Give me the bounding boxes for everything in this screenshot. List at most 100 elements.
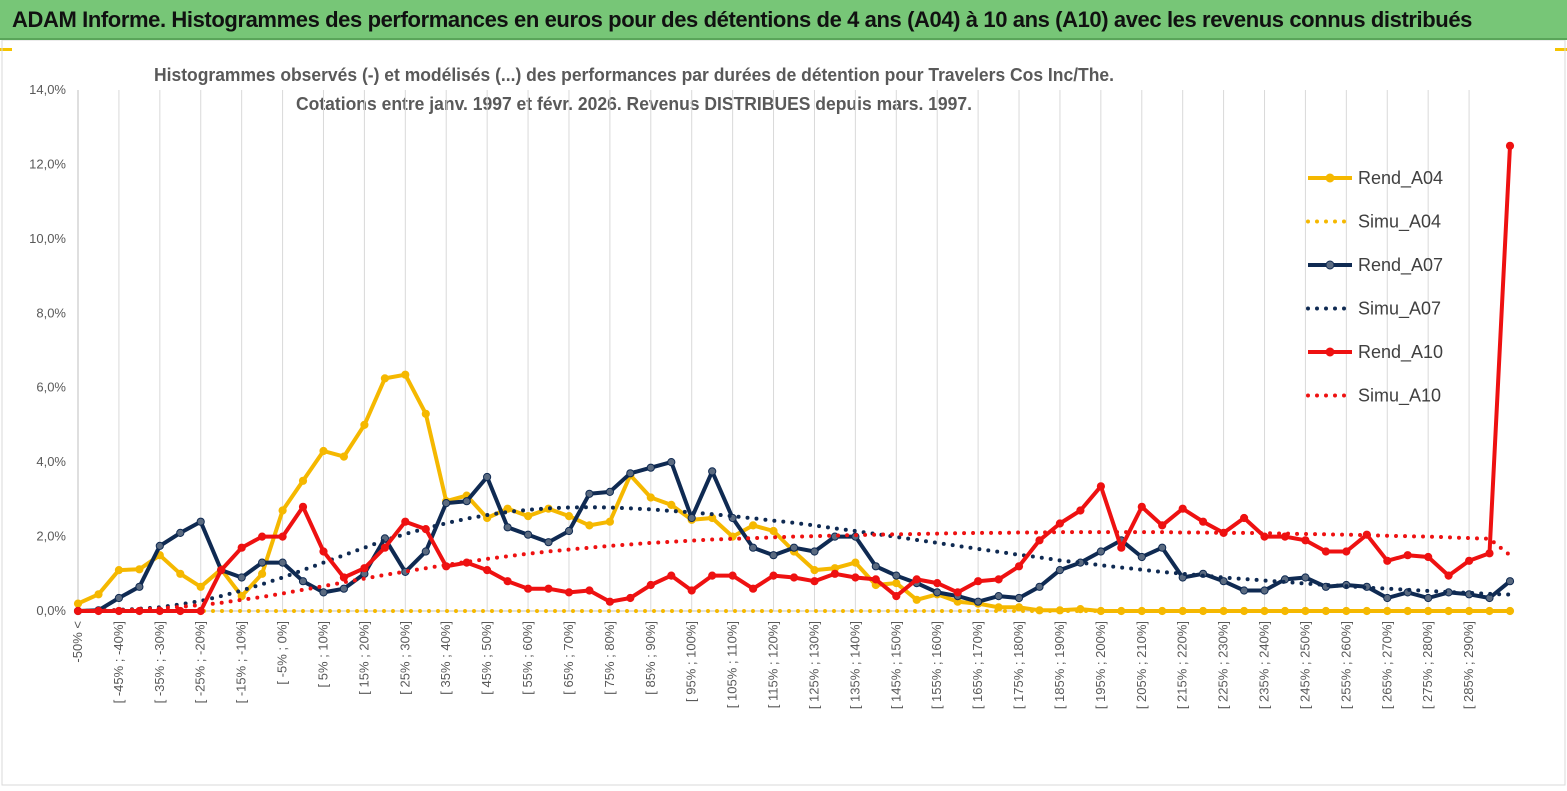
x-tick-label: [ 55% ; 60%] xyxy=(520,621,535,695)
x-tick-label: [ -5% ; 0%] xyxy=(275,621,290,685)
data-point xyxy=(1035,582,1044,591)
data-point xyxy=(851,558,860,567)
data-point xyxy=(1240,513,1249,523)
data-point xyxy=(994,603,1003,612)
data-point xyxy=(933,588,942,597)
data-point xyxy=(810,566,819,575)
x-tick-label: [ 65% ; 70%] xyxy=(561,621,576,695)
data-point xyxy=(401,370,410,379)
data-point xyxy=(1505,577,1515,586)
data-point xyxy=(1055,519,1065,528)
data-point xyxy=(1260,532,1269,541)
data-point xyxy=(135,582,144,591)
data-point xyxy=(605,597,615,606)
data-point xyxy=(503,523,512,532)
data-point xyxy=(564,588,574,597)
data-point xyxy=(1117,543,1126,552)
line-chart: Histogrammes observés (-) et modélisés (… xyxy=(1,40,1566,786)
data-point xyxy=(687,586,696,595)
legend-item-simu-a07: Simu_A07 xyxy=(1306,299,1441,320)
data-point xyxy=(585,489,594,498)
data-point xyxy=(258,532,267,541)
data-point xyxy=(810,577,819,586)
y-tick-label: 4,0% xyxy=(36,454,66,469)
data-point xyxy=(1485,549,1494,558)
data-point xyxy=(626,469,635,478)
data-point xyxy=(1014,593,1024,603)
chart-area-border xyxy=(1,40,1566,786)
y-tick-label: 6,0% xyxy=(36,380,66,395)
data-point xyxy=(524,530,533,539)
data-point xyxy=(278,532,287,541)
data-point xyxy=(1137,502,1146,511)
y-axis: 0,0% 2,0% 4,0% 6,0% 8,0% 10,0% 12,0% 14,0% xyxy=(29,82,66,618)
x-tick-label: [ -35% ; -30%] xyxy=(152,621,167,703)
legend-marker xyxy=(1325,347,1335,357)
data-point xyxy=(605,517,615,526)
x-tick-label: [ 115% ; 120%] xyxy=(766,621,781,708)
x-tick-label: [ 45% ; 50%] xyxy=(479,621,494,695)
legend-label: Simu_A10 xyxy=(1358,386,1441,407)
data-point xyxy=(1301,536,1310,545)
x-tick-label: [ 225% ; 230%] xyxy=(1216,621,1231,709)
legend-item-simu-a04: Simu_A04 xyxy=(1306,212,1441,233)
grid xyxy=(77,90,1514,612)
data-point xyxy=(73,599,83,608)
chart-title-line-2: Cotations entre janv. 1997 et févr. 2026… xyxy=(296,94,972,114)
y-tick-label: 2,0% xyxy=(36,529,66,544)
x-tick-label: [ -45% ; -40%] xyxy=(111,621,126,703)
series-line-simu-a07 xyxy=(76,505,1512,613)
data-point xyxy=(564,526,574,536)
data-point xyxy=(462,497,471,506)
data-point xyxy=(1342,547,1351,556)
data-point xyxy=(1219,577,1228,586)
data-point xyxy=(1383,593,1392,603)
data-point xyxy=(155,541,164,550)
y-tick-label: 10,0% xyxy=(29,231,66,246)
data-point xyxy=(278,506,287,515)
data-point xyxy=(1178,504,1187,513)
legend-label: Simu_A07 xyxy=(1358,299,1441,320)
x-tick-label: [ 285% ; 290%] xyxy=(1461,621,1476,709)
data-point xyxy=(585,586,594,595)
data-point xyxy=(114,566,124,575)
data-point xyxy=(1158,521,1167,530)
data-point xyxy=(892,579,901,588)
x-tick-label: [ -25% ; -20%] xyxy=(193,621,208,703)
data-point xyxy=(1035,536,1044,545)
data-point xyxy=(176,606,185,616)
data-point xyxy=(339,584,348,593)
data-point xyxy=(667,571,676,580)
data-point xyxy=(237,543,246,552)
x-tick-label: [ 145% ; 150%] xyxy=(888,621,903,709)
y-tick-label: 14,0% xyxy=(29,82,66,97)
legend-marker xyxy=(1325,173,1335,183)
x-tick-label: [ 35% ; 40%] xyxy=(438,621,453,695)
data-point xyxy=(769,551,778,560)
data-point xyxy=(401,517,410,526)
data-point xyxy=(258,558,267,567)
data-point xyxy=(278,558,287,567)
data-point xyxy=(319,547,328,556)
data-point xyxy=(421,547,430,556)
data-point xyxy=(1260,586,1269,595)
series-simu-a10 xyxy=(76,530,1512,613)
x-tick-label: [ 105% ; 110%] xyxy=(725,621,740,708)
data-point xyxy=(298,577,308,586)
x-tick-label: [ 245% ; 250%] xyxy=(1297,621,1312,709)
data-point xyxy=(912,575,921,584)
data-point xyxy=(237,573,246,582)
data-point xyxy=(708,467,717,476)
data-point xyxy=(810,547,819,556)
x-tick-label: -50% < xyxy=(70,621,85,663)
x-tick-label: [ 185% ; 190%] xyxy=(1052,621,1067,709)
legend-label: Rend_A07 xyxy=(1358,255,1443,276)
data-point xyxy=(789,543,799,552)
data-point xyxy=(687,513,696,523)
data-point xyxy=(503,577,512,586)
data-point xyxy=(626,593,635,603)
x-tick-label: [ 95% ; 100%] xyxy=(684,621,699,702)
data-point xyxy=(258,569,267,578)
data-point xyxy=(421,409,430,418)
data-point xyxy=(1240,586,1249,595)
